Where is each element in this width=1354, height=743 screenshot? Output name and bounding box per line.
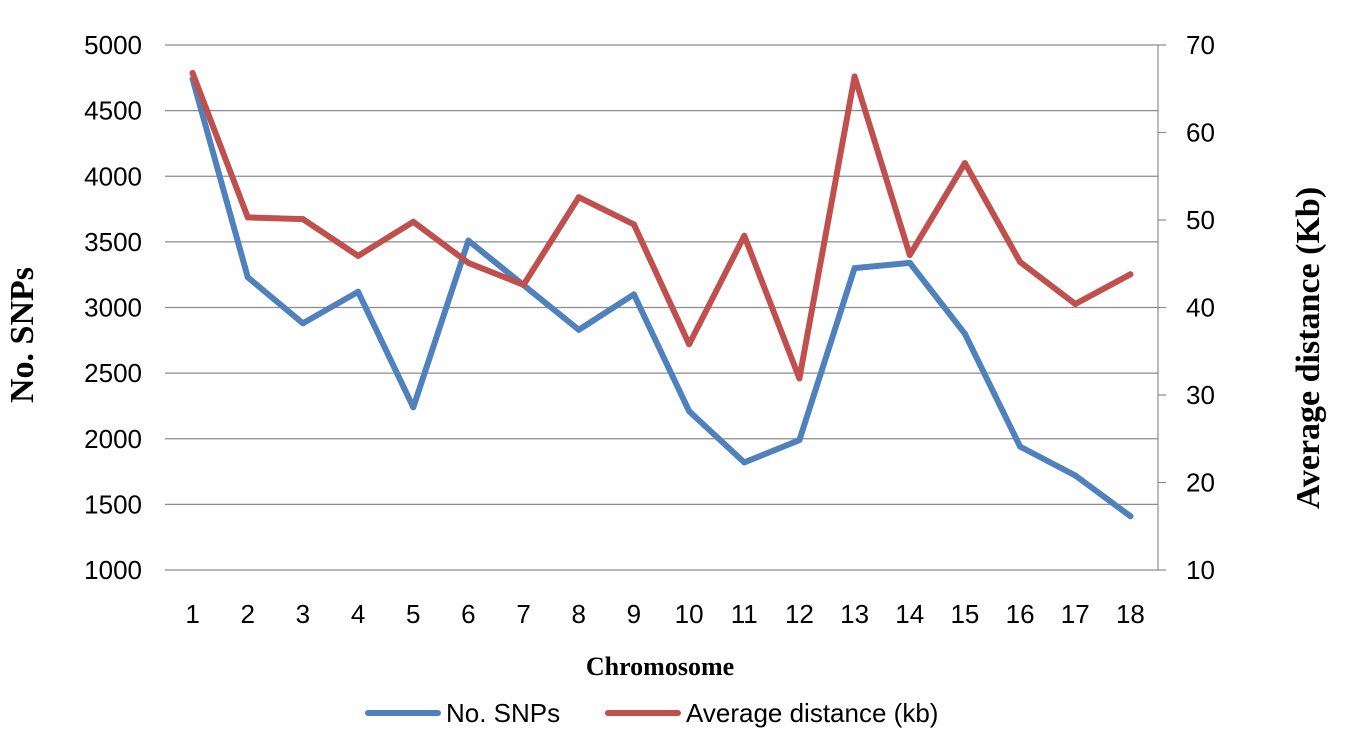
gridlines [165, 44, 1158, 571]
data-point [575, 194, 582, 201]
x-tick-label: 4 [351, 599, 365, 629]
x-tick-label: 7 [516, 599, 530, 629]
y2-tick-label: 60 [1186, 118, 1215, 148]
data-point [244, 274, 251, 281]
data-point [465, 237, 472, 244]
x-tick-label: 12 [785, 599, 814, 629]
data-point [1072, 472, 1079, 479]
y-tick-label: 2500 [84, 358, 142, 388]
data-point [961, 160, 968, 167]
series-line-no-snps [189, 76, 1134, 520]
data-point [465, 259, 472, 266]
series-line-average-distance [189, 70, 1134, 382]
y-tick-label: 2000 [84, 424, 142, 454]
data-point [630, 221, 637, 228]
data-point [630, 291, 637, 298]
y2-tick-label: 30 [1186, 380, 1215, 410]
x-tick-label: 16 [1006, 599, 1035, 629]
data-point [1072, 301, 1079, 307]
x-axis-title: Chromosome [586, 652, 734, 681]
data-point [1127, 513, 1134, 520]
data-point [1017, 443, 1024, 450]
x-tick-label: 13 [840, 599, 869, 629]
data-point [520, 281, 527, 288]
y2-tick-label: 20 [1186, 468, 1215, 498]
tick-labels: 1000 1500 2000 2500 3000 3500 4000 4500 5000 10 20… [84, 30, 1215, 629]
data-point [1017, 259, 1024, 265]
y-tick-label: 4500 [84, 96, 142, 126]
data-point [851, 265, 858, 272]
x-tick-label: 9 [627, 599, 641, 629]
data-point [851, 73, 858, 80]
data-point [1127, 271, 1134, 278]
y-axis-title: No. SNPs [4, 267, 41, 403]
y2-tick-label: 70 [1186, 30, 1215, 60]
data-point [686, 341, 693, 348]
y-tick-label: 1500 [84, 489, 142, 519]
y-tick-label: 4000 [84, 161, 142, 191]
y2-tick-label: 10 [1186, 555, 1215, 585]
x-tick-label: 11 [731, 599, 758, 629]
y2-tick-label: 50 [1186, 205, 1215, 235]
series-lines [189, 70, 1134, 520]
data-point [741, 232, 748, 239]
legend: No. SNPs Average distance (kb) [365, 698, 938, 728]
data-point [796, 437, 803, 444]
x-tick-label: 10 [675, 599, 704, 629]
data-point [961, 330, 968, 337]
data-point [741, 459, 748, 466]
y-tick-label: 1000 [84, 555, 142, 585]
x-tick-label: 8 [572, 599, 586, 629]
data-point [299, 216, 306, 223]
y2-tick-label: 40 [1186, 293, 1215, 323]
x-tick-label: 14 [895, 599, 924, 629]
data-point [906, 259, 913, 266]
y-tick-label: 3000 [84, 293, 142, 323]
data-point [244, 214, 251, 221]
data-point [575, 326, 582, 333]
data-point [796, 375, 803, 382]
x-tick-label: 15 [950, 599, 979, 629]
data-point [410, 404, 417, 411]
y-tick-label: 5000 [84, 30, 142, 60]
x-tick-label: 17 [1061, 599, 1090, 629]
legend-label-no-snps: No. SNPs [446, 698, 560, 728]
x-tick-label: 2 [241, 599, 255, 629]
x-tick-label: 5 [406, 599, 420, 629]
x-tick-label: 3 [296, 599, 310, 629]
data-point [355, 252, 362, 259]
data-point [355, 288, 362, 295]
data-point [686, 408, 693, 415]
x-tick-label: 6 [461, 599, 475, 629]
data-point [299, 320, 306, 327]
x-tick-label: 1 [185, 599, 199, 629]
axes [1157, 44, 1166, 571]
x-tick-label: 18 [1116, 599, 1145, 629]
y-tick-label: 3500 [84, 227, 142, 257]
data-point [410, 218, 417, 225]
y2-axis-title: Average distance (Kb) [1290, 187, 1327, 509]
data-point [189, 70, 196, 76]
data-point [906, 252, 913, 258]
legend-label-average-distance: Average distance (kb) [686, 698, 938, 728]
